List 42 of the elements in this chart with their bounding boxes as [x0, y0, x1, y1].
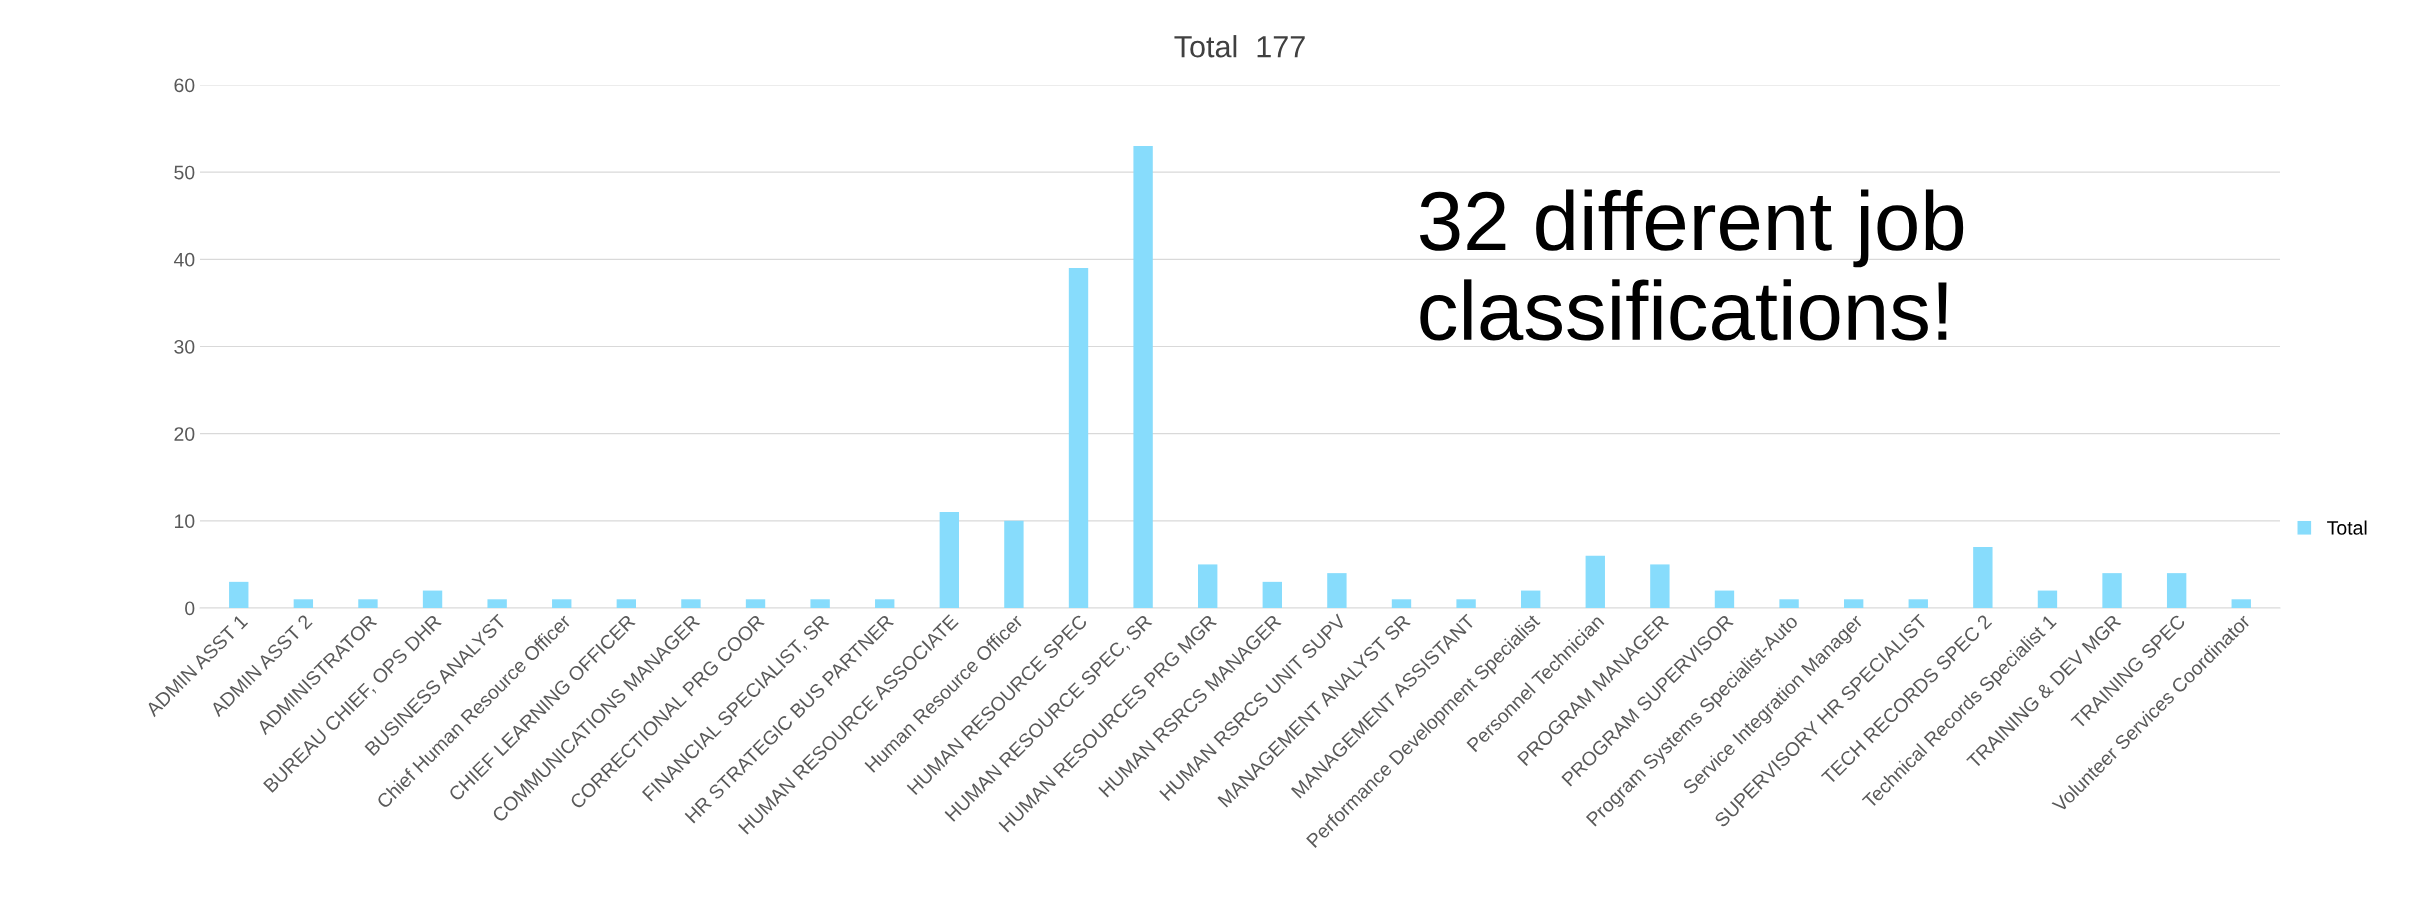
bar: [745, 599, 766, 608]
bar: [1327, 573, 1347, 608]
bar: [1133, 146, 1153, 608]
bar: [2231, 599, 2251, 608]
chart-title: Total 177: [1174, 35, 1305, 58]
y-tick-label: 50: [174, 165, 195, 180]
y-tick-label: 30: [174, 339, 195, 354]
bar: [358, 599, 378, 608]
bar: [616, 599, 637, 608]
bar: [1908, 599, 1928, 608]
bar: [2037, 590, 2058, 608]
bar: [1714, 590, 1735, 608]
bar: [1391, 599, 1412, 608]
y-tick-label: 10: [175, 514, 195, 529]
bar: [1262, 581, 1282, 608]
bar: [1068, 268, 1089, 608]
y-tick-label: 60: [174, 78, 195, 93]
bar: [293, 599, 314, 608]
bar: [2102, 573, 2122, 608]
bar: [1973, 546, 1993, 608]
bar: [2166, 573, 2187, 608]
bar: [1520, 590, 1541, 608]
bar: [810, 599, 830, 608]
bar: [1456, 599, 1476, 608]
bar: [422, 590, 443, 608]
y-tick-label: 40: [173, 252, 195, 267]
bar: [939, 512, 960, 608]
bar: [1585, 555, 1605, 608]
bar: [1650, 564, 1670, 608]
bar: [1779, 599, 1799, 608]
legend-label: Total: [2327, 520, 2367, 535]
y-tick-label: 0: [185, 601, 195, 616]
bar: [1843, 599, 1864, 608]
annotation: 32 different job classifications!: [1419, 189, 1964, 341]
bar: [552, 599, 572, 608]
bar: [875, 599, 895, 608]
bar: [487, 599, 507, 608]
bar: [681, 599, 701, 608]
bar: [1198, 564, 1218, 608]
y-tick-label: 20: [174, 427, 195, 441]
bar: [1004, 520, 1024, 608]
bar: [229, 581, 249, 608]
